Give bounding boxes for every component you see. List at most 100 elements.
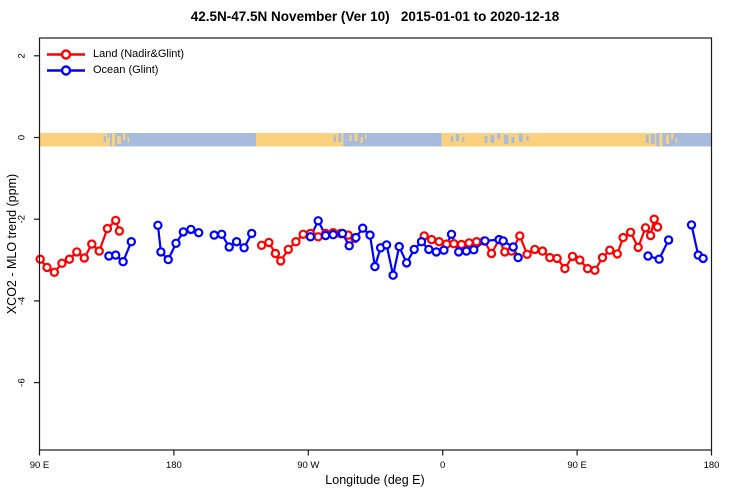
ocean-data-point [216,229,227,239]
land-data-point [575,255,585,265]
y-tick-label: 2 [17,53,28,58]
ocean-data-point [446,229,457,239]
x-tick-label: 180 [704,460,720,471]
map-strip-ocean-patch [518,134,523,142]
ocean-data-point [401,258,412,268]
ocean-data-point [498,236,508,246]
land-data-point [114,226,125,236]
land-data-point [57,258,67,268]
ocean-data-point [344,241,354,251]
map-strip-land-patch [349,135,352,141]
ocean-data-point [110,250,121,260]
ocean-data-point [239,243,249,253]
y-tick-label: -2 [17,215,28,223]
map-strip-ocean-patch [103,136,106,142]
map-strip [39,133,712,147]
x-tick-label: 90 E [567,460,587,471]
map-strip-ocean-patch [511,137,515,143]
legend-item-ocean: Ocean (Glint) [46,63,184,77]
land-data-point [612,249,623,259]
ocean-data-point [305,232,316,242]
ocean-data-point [424,244,434,255]
map-strip-land-patch [123,133,126,140]
y-tick-label: 0 [17,135,28,140]
x-axis-label: Longitude (deg E) [325,473,425,487]
land-data-point [426,234,437,245]
plot-border [38,37,713,451]
land-data-point [270,248,281,259]
map-strip-land-patch [671,133,674,139]
map-strip-land-patch [675,138,678,143]
ocean-data-point [156,247,166,257]
land-data-point [567,251,578,262]
map-strip-ocean-patch [333,135,336,142]
ocean-series-points [104,216,708,280]
ocean-data-point [508,242,518,252]
ocean-data-point [224,242,234,252]
land-data-point [87,239,97,249]
ocean-data-point [337,228,348,239]
land-data-point [590,265,600,275]
x-tick-label: 90 E [30,460,50,471]
land-data-point [434,236,444,247]
map-strip-segment-land [39,133,110,147]
map-strip-land-patch [360,137,363,143]
legend: Land (Nadir&Glint) Ocean (Glint) [46,47,184,77]
land-data-point [537,246,548,256]
land-data-point [560,263,570,274]
ocean-data-point [313,216,323,226]
x-tick-label: 0 [440,460,445,471]
land-data-point [79,253,90,263]
land-data-point [522,249,532,259]
ocean-data-point [209,230,219,240]
ocean-data-point [231,236,242,247]
land-data-point [645,230,656,241]
map-strip-ocean-patch [490,135,495,143]
map-strip-segment-land [441,133,663,147]
ocean-data-point [163,254,173,265]
map-strip-ocean-patch [484,136,488,143]
land-data-point [72,247,82,257]
x-axis-ticks: 90 E 180 90 W 0 90 E 180 [30,450,720,471]
map-strip-segment-land [256,133,347,147]
ocean-data-point [686,220,697,230]
map-strip-segment-ocean [346,133,442,147]
land-data-point [515,231,525,241]
map-strip-ocean-patch [450,136,454,142]
ocean-data-point [381,240,392,250]
ocean-data-point [171,238,181,248]
land-data-point [298,229,308,239]
land-data-point [652,222,663,232]
ocean-data-point [461,246,472,256]
land-data-point [545,252,555,263]
land-data-point [42,262,52,273]
ocean-data-point [469,245,479,255]
map-strip-ocean-patch [645,135,649,143]
map-strip-ocean-patch [456,134,460,141]
ocean-data-point [663,235,674,245]
map-strip-ocean-patch [338,133,342,142]
map-strip-land-patch [117,136,121,144]
ocean-data-point [654,254,664,264]
ocean-data-point [186,224,196,235]
ocean-data-point [513,252,523,263]
map-strip-ocean-patch [462,137,465,142]
ocean-data-point [388,270,398,280]
land-data-point [530,244,540,255]
land-data-point [597,252,608,263]
land-data-point [633,242,643,253]
land-data-point [94,246,104,256]
ocean-data-point [370,261,380,272]
map-strip-ocean-patch [656,133,660,147]
land-data-point [552,253,562,264]
map-strip-segment-ocean [662,133,712,147]
x-tick-label: 180 [166,460,182,471]
map-strip-segment-ocean [109,133,257,147]
ocean-data-point [431,247,441,257]
x-tick-label: 90 W [297,460,319,471]
land-data-point [256,240,267,250]
map-strip-ocean-patch [497,133,501,139]
land-data-point [471,236,482,247]
land-data-point [102,223,113,234]
